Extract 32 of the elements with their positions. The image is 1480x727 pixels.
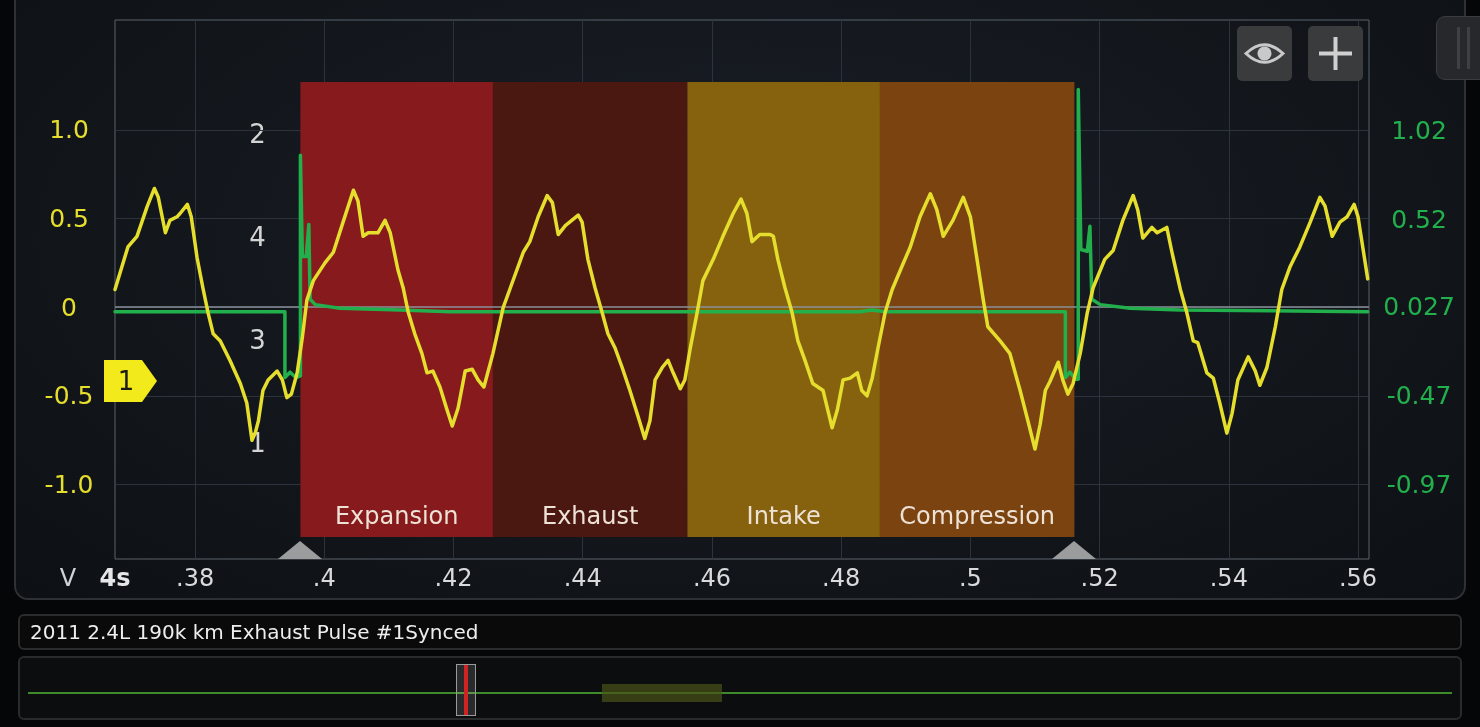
x-tick-label: .4 <box>312 564 336 592</box>
annotation: 1 <box>116 365 136 398</box>
y2-tick-label: 1.02 <box>1391 115 1447 145</box>
y2-tick-label: -0.97 <box>1386 469 1452 499</box>
text: 2011 2.4L 190k km Exhaust Pulse #1Synced <box>30 619 479 646</box>
x-tick-label: .38 <box>176 564 215 592</box>
x-tick-label: .46 <box>692 564 732 592</box>
y-tick-label: -1.0 <box>44 470 94 500</box>
x-tick-label: .56 <box>1338 564 1378 592</box>
y-axis-title: V <box>59 564 77 592</box>
x-tick-label: .52 <box>1080 564 1119 592</box>
y-tick-label: -0.5 <box>44 381 94 411</box>
band-label: Expansion <box>334 502 459 530</box>
y-tick-label: 0 <box>61 292 77 322</box>
x-tick-label: .48 <box>822 564 861 592</box>
annotation: 4 <box>249 221 266 252</box>
x-tick-label: .54 <box>1209 564 1248 592</box>
line-series <box>113 186 1370 451</box>
annotation: 2 <box>249 118 266 149</box>
y2-tick-label: 0.027 <box>1383 292 1455 322</box>
y2-tick-label: -0.47 <box>1386 380 1452 410</box>
y2-tick-label: 0.52 <box>1391 204 1447 234</box>
x-tick-label: .44 <box>563 564 602 592</box>
x-tick-label: .5 <box>958 564 982 592</box>
y-tick-label: 0.5 <box>49 204 89 234</box>
y-tick-label: 1.0 <box>49 115 89 145</box>
band-label: Intake <box>746 502 821 530</box>
x-axis-title: 4s <box>99 564 131 592</box>
annotation: 3 <box>249 324 266 355</box>
band-label: Exhaust <box>541 502 639 530</box>
band-label: Compression <box>899 502 1056 530</box>
x-tick-label: .42 <box>434 564 473 592</box>
